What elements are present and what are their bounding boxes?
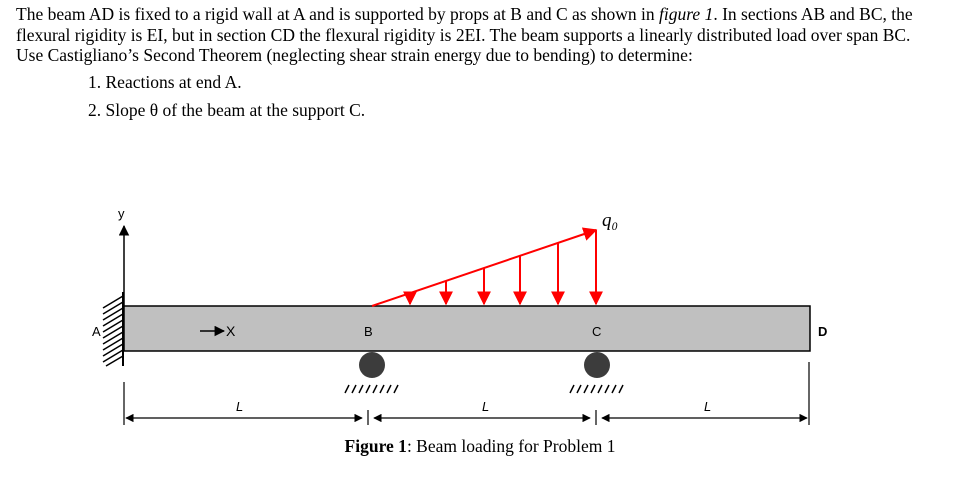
distributed-load [371, 227, 603, 307]
caption-label: Figure 1 [344, 436, 407, 456]
figure-reference: figure 1 [659, 4, 714, 24]
dimension-lines [123, 362, 810, 425]
y-axis-label: y [118, 206, 125, 221]
problem-paragraph: The beam AD is fixed to a rigid wall at … [16, 4, 946, 45]
point-d-label: D [818, 324, 827, 339]
span-ab-label: L [236, 399, 243, 414]
problem-text-1: The beam AD is fixed to a rigid wall at … [16, 4, 660, 24]
task-2: 2. Slope θ of the beam at the support C. [88, 99, 366, 120]
task-1: 1. Reactions at end A. [88, 71, 242, 92]
fixed-wall [102, 292, 124, 367]
beam-body [123, 305, 811, 352]
caption-text: : Beam loading for Problem 1 [406, 436, 616, 456]
problem-statement: The beam AD is fixed to a rigid wall at … [16, 4, 946, 124]
load-label: q₀ [602, 210, 618, 231]
span-bc-label: L [482, 399, 489, 414]
figure-caption: Figure 1: Beam loading for Problem 1 [0, 436, 960, 457]
point-c-label: C [592, 324, 601, 339]
task-list: 1. Reactions at end A. 2. Slope θ of the… [88, 68, 946, 124]
support-b [344, 352, 399, 394]
instruction-line: Use Castigliano’s Second Theorem (neglec… [16, 45, 693, 65]
span-cd-label: L [704, 399, 711, 414]
point-a-label: A [92, 324, 101, 339]
point-b-label: B [364, 324, 373, 339]
problem-text-2: . In sections AB and BC, the flexural ri… [16, 4, 913, 45]
support-c [569, 352, 624, 394]
x-axis-label: X [226, 323, 236, 339]
